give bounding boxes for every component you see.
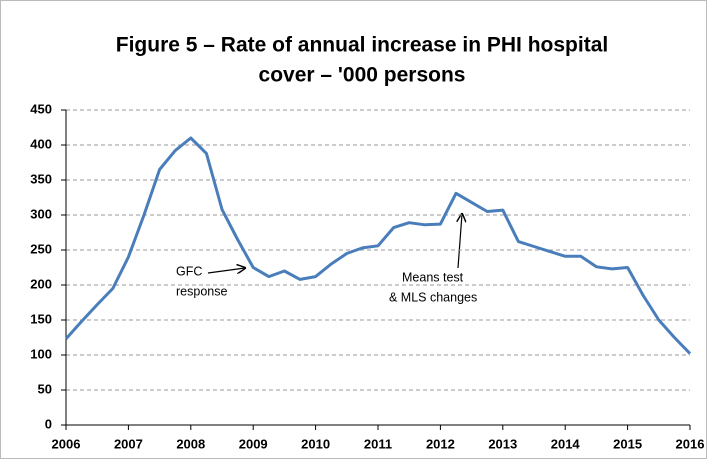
x-tick-label: 2014	[551, 436, 581, 451]
x-tick-label: 2016	[676, 436, 705, 451]
annotation: GFC	[176, 264, 202, 278]
y-tick-label: 200	[30, 276, 52, 291]
chart-title: Figure 5 – Rate of annual increase in PH…	[116, 34, 608, 57]
x-tick-label: 2009	[239, 436, 268, 451]
y-tick-label: 400	[30, 136, 52, 151]
x-tick-label: 2006	[52, 436, 81, 451]
data-line	[64, 136, 692, 355]
y-tick-label: 250	[30, 241, 52, 256]
x-tick-label: 2013	[488, 436, 517, 451]
y-tick-label: 0	[45, 416, 52, 431]
chart-title: cover – '000 persons	[259, 64, 466, 87]
x-tick-label: 2015	[613, 436, 642, 451]
y-tick-label: 150	[30, 311, 52, 326]
x-tick-label: 2010	[301, 436, 330, 451]
annotation: response	[176, 284, 227, 298]
y-tick-label: 100	[30, 346, 52, 361]
annotation-arrow	[458, 214, 462, 269]
y-tick-label: 450	[30, 101, 52, 116]
annotation: Means test	[402, 270, 464, 284]
y-tick-label: 50	[38, 381, 52, 396]
y-tick-label: 350	[30, 171, 52, 186]
x-tick-label: 2007	[114, 436, 143, 451]
annotation: & MLS changes	[389, 290, 477, 304]
x-tick-label: 2012	[426, 436, 455, 451]
x-tick-label: 2008	[176, 436, 205, 451]
x-tick-label: 2011	[364, 436, 392, 451]
y-tick-label: 300	[30, 206, 52, 221]
annotation-arrow	[207, 268, 245, 273]
